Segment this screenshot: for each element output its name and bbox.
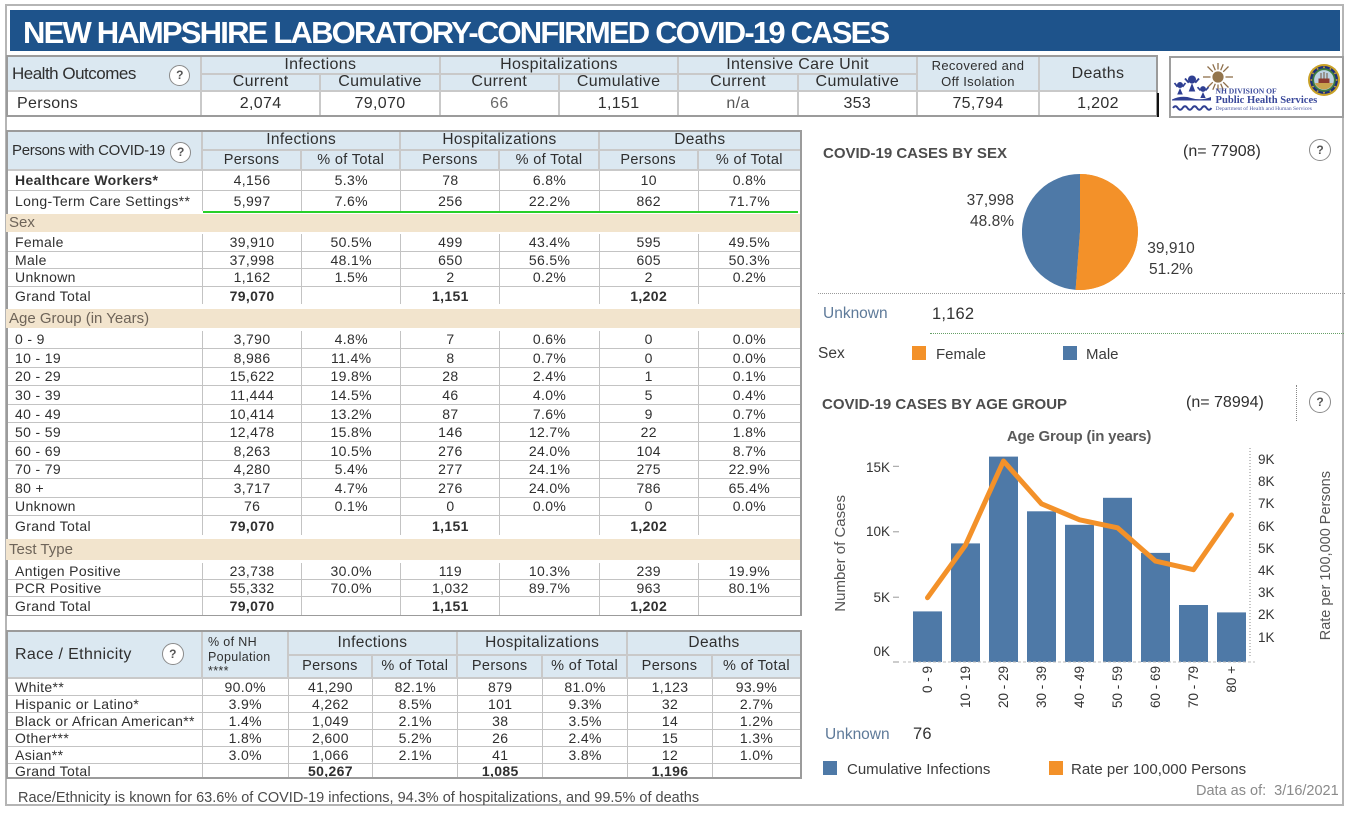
svg-text:NH DIVISION OF: NH DIVISION OF bbox=[1216, 87, 1278, 96]
svg-text:Department of Health and Human: Department of Health and Human Services bbox=[1216, 105, 1312, 112]
svg-text:Public Health Services: Public Health Services bbox=[1216, 95, 1318, 106]
